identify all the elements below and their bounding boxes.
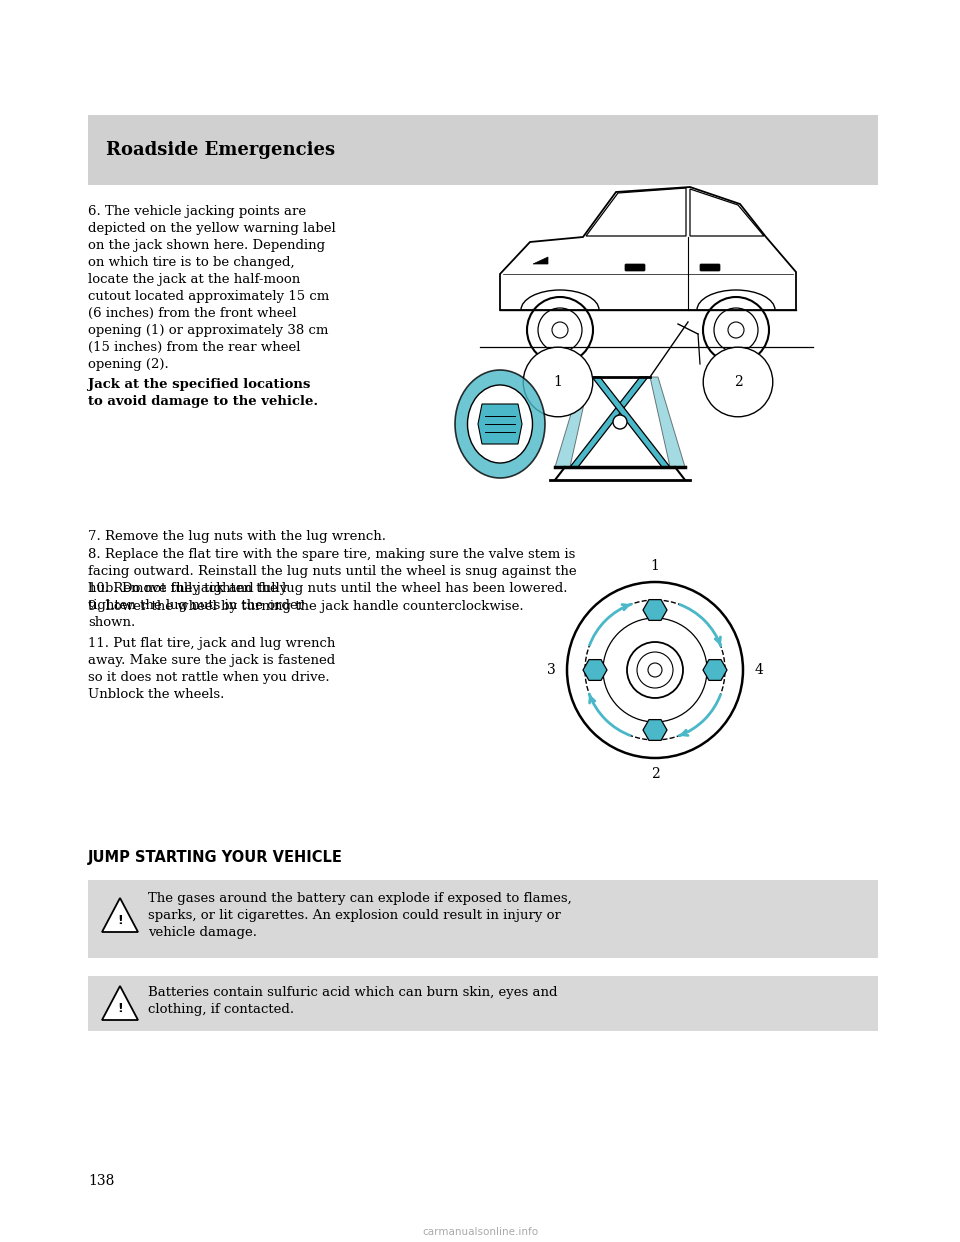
- Text: facing outward. Reinstall the lug nuts until the wheel is snug against the: facing outward. Reinstall the lug nuts u…: [88, 565, 577, 578]
- Text: sparks, or lit cigarettes. An explosion could result in injury or: sparks, or lit cigarettes. An explosion …: [148, 909, 561, 922]
- Text: (6 inches) from the front wheel: (6 inches) from the front wheel: [88, 307, 297, 320]
- Text: depicted on the yellow warning label: depicted on the yellow warning label: [88, 222, 336, 235]
- Text: Unblock the wheels.: Unblock the wheels.: [88, 688, 225, 700]
- Text: carmanualsonline.info: carmanualsonline.info: [422, 1227, 538, 1237]
- Text: on the jack shown here. Depending: on the jack shown here. Depending: [88, 238, 325, 252]
- Text: 9. Lower the wheel by turning the jack handle counterclockwise.: 9. Lower the wheel by turning the jack h…: [88, 600, 523, 614]
- Polygon shape: [102, 898, 138, 932]
- Ellipse shape: [468, 385, 533, 463]
- Text: to avoid damage to the vehicle.: to avoid damage to the vehicle.: [88, 395, 318, 409]
- Text: vehicle damage.: vehicle damage.: [148, 927, 257, 939]
- Text: 10. Remove the jack and fully: 10. Remove the jack and fully: [88, 582, 287, 595]
- Text: Jack at the specified locations: Jack at the specified locations: [88, 378, 310, 391]
- FancyBboxPatch shape: [88, 976, 878, 1031]
- Text: 7. Remove the lug nuts with the lug wrench.: 7. Remove the lug nuts with the lug wren…: [88, 530, 386, 543]
- Text: !: !: [117, 1001, 123, 1015]
- FancyBboxPatch shape: [625, 265, 645, 271]
- Text: 1: 1: [554, 375, 563, 389]
- Polygon shape: [592, 378, 670, 467]
- Text: locate the jack at the half-moon: locate the jack at the half-moon: [88, 273, 300, 286]
- Text: 4: 4: [755, 663, 763, 677]
- Text: tighten the lug nuts in the order: tighten the lug nuts in the order: [88, 599, 304, 612]
- FancyBboxPatch shape: [700, 265, 720, 271]
- Text: 11. Put flat tire, jack and lug wrench: 11. Put flat tire, jack and lug wrench: [88, 637, 335, 650]
- Text: (15 inches) from the rear wheel: (15 inches) from the rear wheel: [88, 342, 300, 354]
- Text: shown.: shown.: [88, 616, 135, 628]
- Text: opening (2).: opening (2).: [88, 358, 169, 371]
- Polygon shape: [650, 378, 685, 467]
- Text: 3: 3: [546, 663, 556, 677]
- Text: 138: 138: [88, 1174, 114, 1189]
- Polygon shape: [102, 986, 138, 1020]
- Text: 1: 1: [651, 559, 660, 573]
- Text: cutout located approximately 15 cm: cutout located approximately 15 cm: [88, 289, 329, 303]
- Text: 2: 2: [651, 768, 660, 781]
- Polygon shape: [570, 378, 648, 467]
- Text: 8. Replace the flat tire with the spare tire, making sure the valve stem is: 8. Replace the flat tire with the spare …: [88, 548, 575, 561]
- Text: hub. Do not fully tighten the lug nuts until the wheel has been lowered.: hub. Do not fully tighten the lug nuts u…: [88, 582, 567, 595]
- Text: clothing, if contacted.: clothing, if contacted.: [148, 1004, 294, 1016]
- Polygon shape: [478, 404, 522, 443]
- Circle shape: [613, 415, 627, 428]
- FancyBboxPatch shape: [88, 116, 878, 185]
- FancyBboxPatch shape: [88, 881, 878, 958]
- Polygon shape: [555, 378, 590, 467]
- Text: away. Make sure the jack is fastened: away. Make sure the jack is fastened: [88, 655, 335, 667]
- Polygon shape: [533, 257, 548, 265]
- Text: Batteries contain sulfuric acid which can burn skin, eyes and: Batteries contain sulfuric acid which ca…: [148, 986, 558, 999]
- Text: on which tire is to be changed,: on which tire is to be changed,: [88, 256, 295, 270]
- Text: opening (1) or approximately 38 cm: opening (1) or approximately 38 cm: [88, 324, 328, 337]
- Text: Roadside Emergencies: Roadside Emergencies: [106, 142, 335, 159]
- Text: JUMP STARTING YOUR VEHICLE: JUMP STARTING YOUR VEHICLE: [88, 850, 343, 864]
- Text: 6. The vehicle jacking points are: 6. The vehicle jacking points are: [88, 205, 306, 219]
- Text: 2: 2: [733, 375, 742, 389]
- Text: The gases around the battery can explode if exposed to flames,: The gases around the battery can explode…: [148, 892, 572, 905]
- Text: so it does not rattle when you drive.: so it does not rattle when you drive.: [88, 671, 329, 684]
- Ellipse shape: [455, 370, 545, 478]
- Text: !: !: [117, 914, 123, 927]
